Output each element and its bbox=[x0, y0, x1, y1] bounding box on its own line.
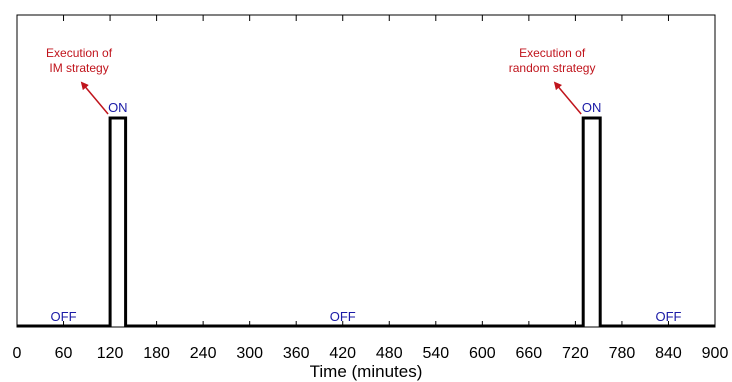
annotation-text: Execution of bbox=[46, 46, 113, 60]
annotation-text: Execution of bbox=[519, 46, 586, 60]
x-tick-label: 60 bbox=[55, 345, 73, 362]
annotation-text: IM strategy bbox=[49, 61, 108, 75]
state-label-off: OFF bbox=[655, 309, 681, 324]
state-label-off: OFF bbox=[51, 309, 77, 324]
state-label-on: ON bbox=[108, 100, 128, 115]
x-tick-label: 180 bbox=[143, 345, 170, 362]
on-off-series-line bbox=[17, 116, 715, 328]
x-tick-label: 0 bbox=[13, 345, 22, 362]
x-axis-label: Time (minutes) bbox=[310, 362, 423, 381]
annotation-arrow bbox=[80, 81, 109, 115]
annotation-text: random strategy bbox=[509, 61, 596, 75]
tick-marks bbox=[16, 15, 716, 327]
x-tick-label: 900 bbox=[702, 345, 729, 362]
x-tick-label: 540 bbox=[422, 345, 449, 362]
x-tick-label: 360 bbox=[283, 345, 310, 362]
x-tick-label: 420 bbox=[329, 345, 356, 362]
x-tick-label: 120 bbox=[97, 345, 124, 362]
x-tick-label: 720 bbox=[562, 345, 589, 362]
state-labels: OFF ON OFF ON OFF bbox=[51, 100, 682, 324]
x-tick-labels: 0 60 120 180 240 300 360 420 480 540 600 660 720 780 8… bbox=[13, 345, 729, 362]
x-tick-label: 780 bbox=[609, 345, 636, 362]
x-tick-label: 300 bbox=[236, 345, 263, 362]
x-tick-label: 660 bbox=[516, 345, 543, 362]
x-tick-label: 840 bbox=[655, 345, 682, 362]
plot-frame bbox=[16, 14, 716, 328]
state-label-on: ON bbox=[582, 100, 602, 115]
x-tick-label: 600 bbox=[469, 345, 496, 362]
state-label-off: OFF bbox=[330, 309, 356, 324]
x-tick-label: 480 bbox=[376, 345, 403, 362]
annotation-arrow bbox=[553, 81, 582, 115]
x-tick-label: 240 bbox=[190, 345, 217, 362]
